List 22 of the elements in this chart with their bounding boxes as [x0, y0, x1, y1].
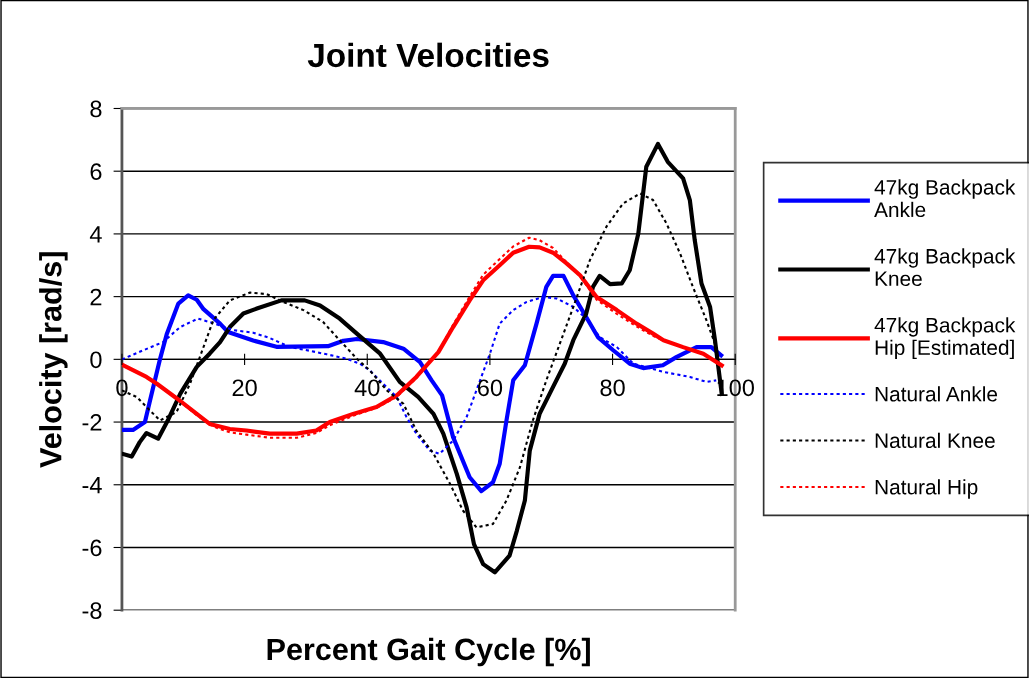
- legend-label: Natural Hip: [875, 479, 978, 499]
- y-tick-label: -6: [82, 539, 102, 557]
- legend-label: 47kg Backpack Knee: [874, 248, 1016, 287]
- legend-label: 47kg Backpack Hip [Estimated]: [874, 317, 1016, 360]
- x-tick-label: 60: [477, 379, 503, 397]
- y-tick-label: -8: [82, 602, 102, 619]
- x-tick-label: 80: [600, 379, 625, 397]
- legend-label: Natural Ankle: [875, 386, 998, 402]
- x-tick-label: 40: [354, 379, 380, 397]
- x-axis-title: Percent Gait Cycle [%]: [267, 637, 590, 667]
- y-tick-label: -4: [82, 477, 102, 494]
- x-tick-label: 20: [232, 379, 257, 397]
- legend-label: 47kg Backpack Ankle: [874, 179, 1016, 218]
- y-tick-label: 6: [90, 163, 102, 180]
- y-axis-title: Velocity [rad/s]: [39, 252, 68, 468]
- y-tick-label: 4: [89, 226, 102, 243]
- y-tick-label: 8: [90, 100, 102, 118]
- y-tick-label: -2: [82, 414, 102, 431]
- y-tick-label: 0: [90, 351, 102, 369]
- chart-title: Joint Velocities: [307, 42, 549, 68]
- y-tick-label: 2: [90, 288, 102, 306]
- legend-label: Natural Knee: [875, 432, 995, 449]
